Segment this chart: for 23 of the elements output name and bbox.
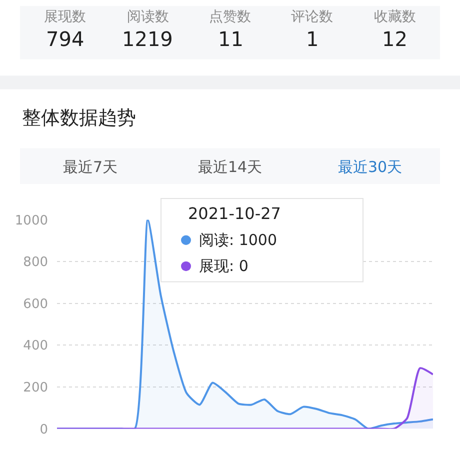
category-label: 点赞数 [209, 9, 251, 25]
chart-title: 整体数据趋势 [22, 107, 136, 129]
y-tick-label: 800 [23, 255, 48, 270]
y-tick-label: 200 [23, 380, 48, 396]
annotation: 2021-10-27 [188, 204, 281, 223]
data-label: 794 [46, 27, 84, 51]
annotation: 阅读: 1000 [199, 231, 277, 249]
y-tick-label: 0 [40, 422, 48, 438]
data-label: 11 [218, 27, 244, 51]
category-label: 展现数 [44, 9, 86, 25]
data-label: 12 [382, 27, 408, 51]
y-tick-label: 400 [23, 338, 48, 354]
annotation: 展现: 0 [199, 257, 248, 275]
data-label: 1 [306, 27, 319, 51]
category-label: 评论数 [291, 9, 333, 25]
category-label: 收藏数 [374, 9, 416, 25]
text: 最近30天 [338, 158, 402, 176]
y-tick-label: 1000 [14, 213, 48, 228]
y-tick-label: 600 [23, 296, 48, 312]
text: 最近14天 [198, 158, 262, 176]
data-label: 1219 [122, 27, 173, 51]
text: 最近7天 [63, 158, 118, 176]
category-label: 阅读数 [127, 9, 169, 25]
